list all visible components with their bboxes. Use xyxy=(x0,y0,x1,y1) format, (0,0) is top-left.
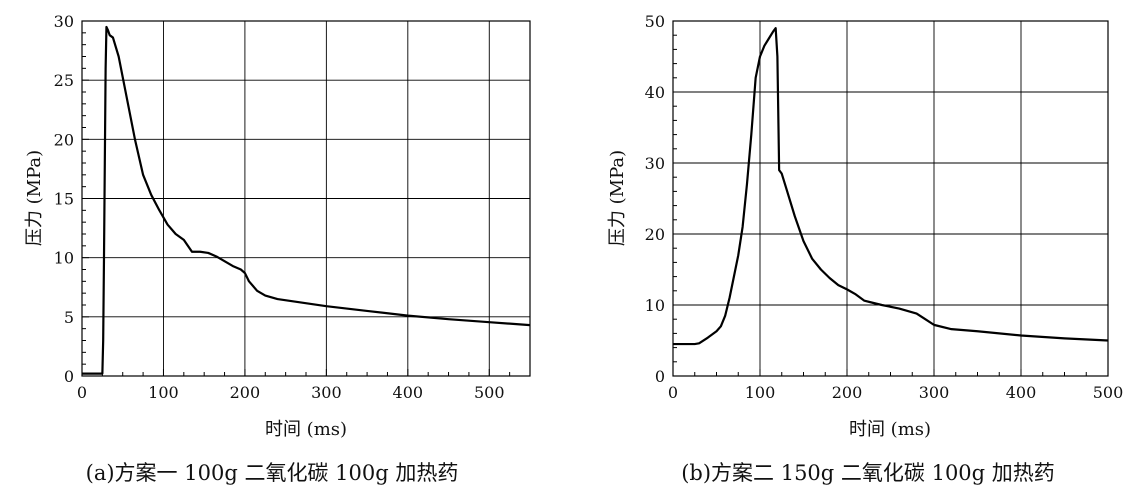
chart-b-ytick-label: 30 xyxy=(645,154,665,173)
chart-a-xlabel: 时间 (ms) xyxy=(265,419,347,440)
chart-a-ytick-label: 15 xyxy=(54,190,74,209)
chart-b-ytick-label: 50 xyxy=(645,12,665,31)
chart-b-xtick-label: 100 xyxy=(745,383,776,402)
chart-b-xlabel: 时间 (ms) xyxy=(849,419,931,440)
chart-a-xtick-label: 300 xyxy=(311,383,342,402)
chart-b-ytick-label: 40 xyxy=(645,83,665,102)
chart-a-xtick-label: 0 xyxy=(77,383,87,402)
chart-a-ytick-label: 25 xyxy=(54,71,74,90)
chart-b-ytick-label: 0 xyxy=(655,367,665,386)
chart-a-xtick-label: 400 xyxy=(393,383,424,402)
chart-b-xtick-label: 400 xyxy=(1006,383,1037,402)
chart-a-gridlines xyxy=(82,21,530,376)
chart-a-ytick-label: 5 xyxy=(64,308,74,327)
chart-b: 0 100 200 300 400 500 0 10 20 30 40 50 压力 (MPa) 时间 … xyxy=(607,12,1123,485)
chart-b-tick-labels: 0 100 200 300 400 500 0 10 20 30 40 50 xyxy=(645,12,1124,402)
chart-a-ytick-label: 30 xyxy=(54,12,74,31)
chart-b-ylabel: 压力 (MPa) xyxy=(607,150,628,246)
chart-a-xtick-label: 200 xyxy=(230,383,261,402)
chart-b-ytick-label: 20 xyxy=(645,225,665,244)
chart-b-caption: (b)方案二 150g 二氧化碳 100g 加热药 xyxy=(681,461,1055,485)
chart-b-gridlines xyxy=(673,21,1109,376)
chart-b-xtick-label: 200 xyxy=(832,383,863,402)
chart-a-xtick-label: 100 xyxy=(148,383,179,402)
chart-a-caption: (a)方案一 100g 二氧化碳 100g 加热药 xyxy=(86,461,459,485)
chart-a-xtick-label: 500 xyxy=(474,383,505,402)
chart-b-plot-frame xyxy=(672,20,1109,377)
chart-b-series-line xyxy=(673,27,1109,346)
chart-a-minor-ticks xyxy=(81,20,531,377)
chart-a-series-line xyxy=(82,25,531,375)
chart-b-minor-ticks xyxy=(672,20,1109,377)
chart-b-xtick-label: 0 xyxy=(668,383,678,402)
chart-a-ytick-label: 10 xyxy=(54,249,74,268)
chart-b-ytick-label: 10 xyxy=(645,296,665,315)
chart-a: 0 100 200 300 400 500 0 5 10 15 20 25 30 压力 (MPa) 时间… xyxy=(24,12,531,485)
chart-a-ylabel: 压力 (MPa) xyxy=(24,150,45,246)
chart-a-ytick-label: 0 xyxy=(64,367,74,386)
chart-a-tick-labels: 0 100 200 300 400 500 0 5 10 15 20 25 30 xyxy=(54,12,505,402)
chart-a-ytick-label: 20 xyxy=(54,130,74,149)
chart-b-xtick-label: 300 xyxy=(919,383,950,402)
chart-b-xtick-label: 500 xyxy=(1093,383,1124,402)
